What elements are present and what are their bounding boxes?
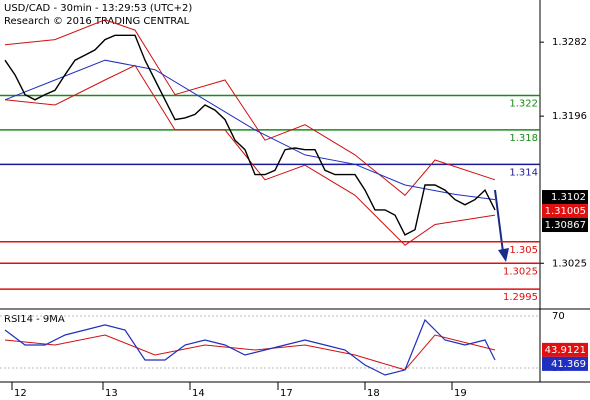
price-box	[542, 218, 588, 233]
series-line	[4, 64, 496, 246]
price-box-label: 43.9121	[545, 345, 586, 356]
level-label: 1.314	[509, 167, 538, 178]
level-label: 1.318	[509, 133, 538, 144]
price-box-label: 41.369	[551, 359, 586, 370]
x-tick-label: 13	[105, 388, 118, 399]
level-label: 1.3025	[503, 266, 538, 277]
series-line	[4, 19, 496, 196]
rsi-title: RSI14 - 9MA	[4, 314, 65, 325]
price-box	[542, 342, 588, 357]
price-box	[542, 190, 588, 205]
forecast-arrow-head	[498, 248, 509, 262]
chart-subtitle: Research © 2016 TRADING CENTRAL	[4, 16, 190, 27]
level-label: 1.322	[509, 98, 538, 109]
y-tick-label: 1.3025	[552, 258, 587, 269]
x-tick-label: 12	[14, 388, 27, 399]
chart-title: USD/CAD - 30min - 13:29:53 (UTC+2)	[4, 3, 192, 14]
x-tick-label: 18	[367, 388, 380, 399]
price-box-label: 1.31005	[545, 206, 586, 217]
series-line	[4, 34, 496, 236]
series-line	[4, 318, 496, 376]
x-tick-label: 14	[192, 388, 205, 399]
price-box	[542, 204, 588, 219]
series-line	[4, 334, 496, 371]
y-tick-label: 1.3196	[552, 111, 587, 122]
series-line	[4, 59, 496, 201]
x-tick-label: 19	[454, 388, 467, 399]
level-label: 1.2995	[503, 292, 538, 303]
x-tick-label: 17	[280, 388, 293, 399]
level-label: 1.305	[509, 245, 538, 256]
price-box-label: 1.3102	[551, 192, 586, 203]
y-tick-label: 1.3282	[552, 37, 587, 48]
price-box-label: 1.30867	[545, 220, 586, 231]
price-box	[542, 356, 588, 371]
y-tick-label: 70	[552, 311, 565, 322]
